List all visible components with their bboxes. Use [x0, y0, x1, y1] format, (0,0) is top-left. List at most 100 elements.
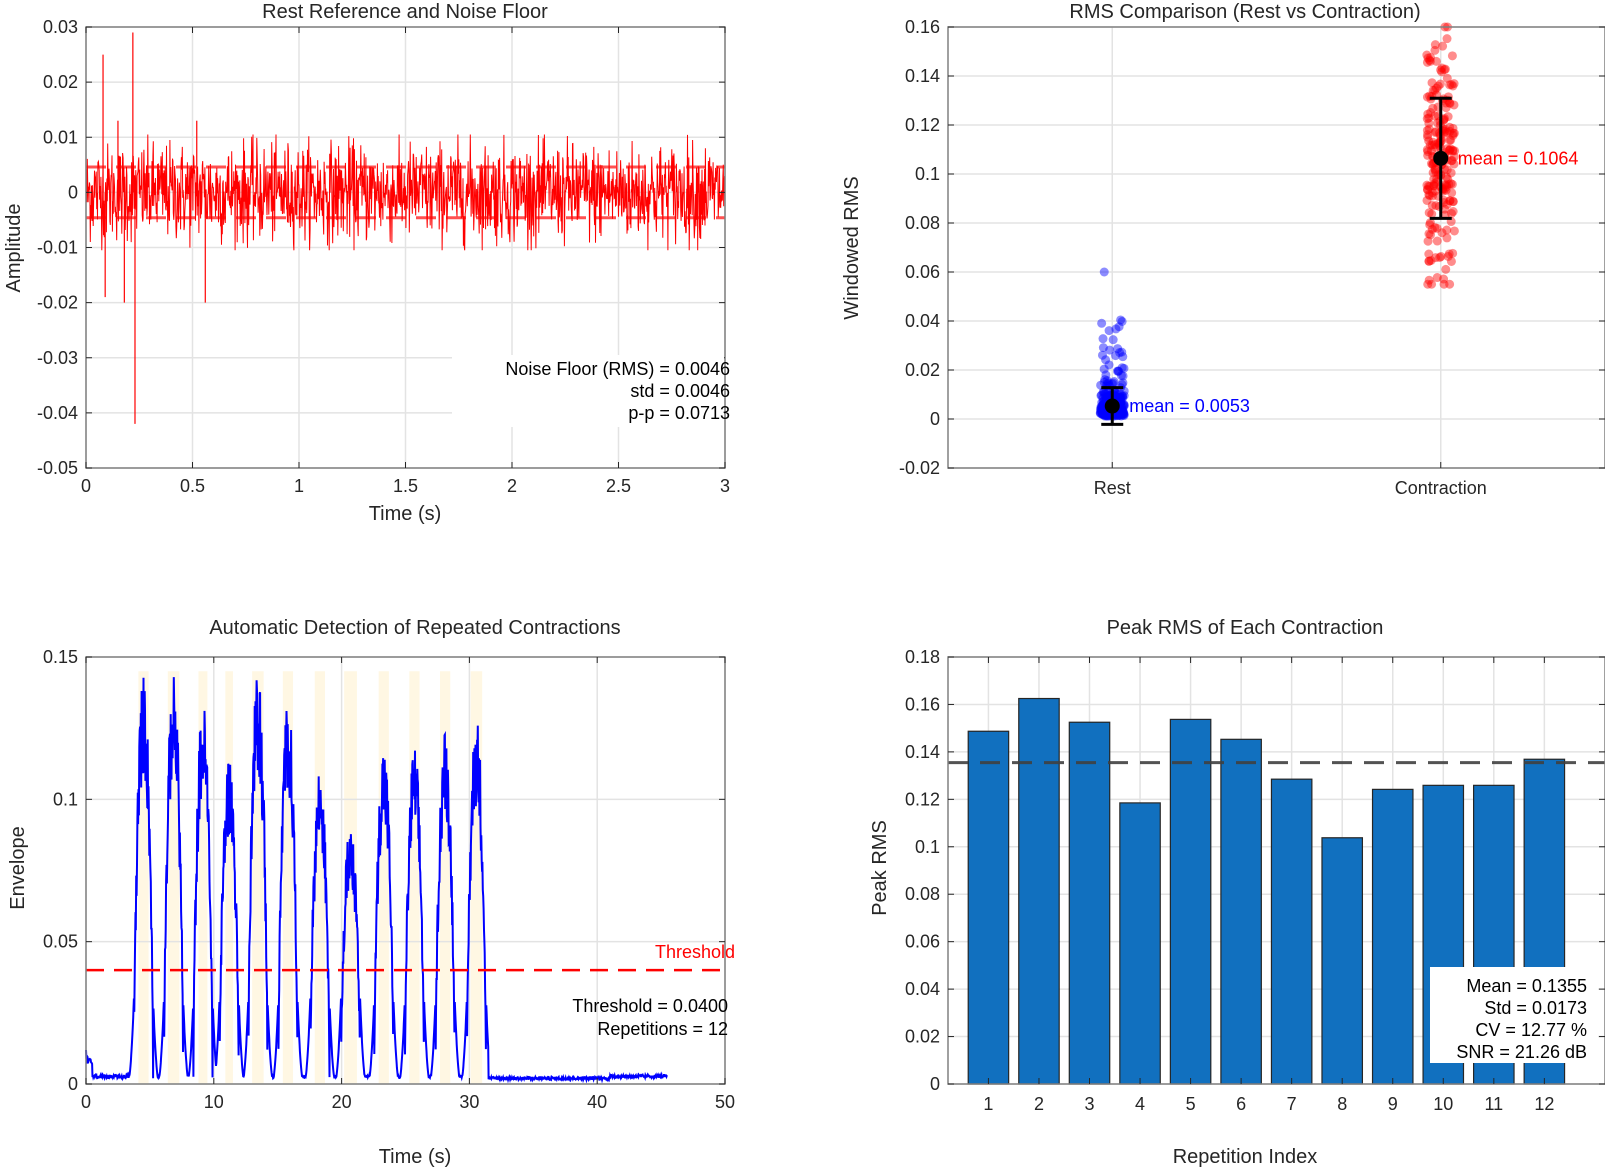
scatter-point-rest [1096, 402, 1106, 412]
scatter-point-rest [1101, 392, 1111, 402]
y-tick-label: -0.01 [37, 238, 78, 258]
scatter-point-rest [1097, 350, 1107, 360]
annotation-std: std = 0.0046 [630, 381, 730, 401]
x-tick-label: 3 [720, 476, 730, 496]
scatter-point-rest [1116, 411, 1126, 421]
stat-std: Std = 0.0173 [1484, 998, 1587, 1018]
scatter-point-contraction [1430, 45, 1440, 55]
bar-8 [1321, 837, 1364, 1085]
y-tick-label: -0.02 [899, 458, 940, 478]
scatter-point-contraction [1431, 83, 1441, 93]
scatter-point-rest [1096, 405, 1106, 415]
scatter-point-contraction [1430, 165, 1440, 175]
x-tick-label: 11 [1484, 1094, 1503, 1114]
scatter-point-rest [1115, 409, 1125, 419]
chart-title: Peak RMS of Each Contraction [1107, 617, 1384, 639]
mean-label-contraction: mean = 0.1064 [1458, 148, 1579, 168]
scatter-point-contraction [1426, 52, 1436, 62]
scatter-point-contraction [1433, 81, 1443, 91]
scatter-point-rest [1111, 389, 1121, 399]
scatter-point-rest [1097, 398, 1107, 408]
scatter-point-contraction [1431, 201, 1441, 211]
y-tick-label: 0.14 [905, 66, 940, 86]
scatter-point-contraction [1424, 275, 1434, 285]
scatter-point-rest [1118, 407, 1128, 417]
chart-title: Automatic Detection of Repeated Contract… [209, 617, 620, 639]
scatter-point-contraction [1447, 51, 1457, 61]
scatter-point-rest [1116, 408, 1126, 418]
scatter-point-contraction [1424, 256, 1434, 266]
x-tick-label: 1 [294, 476, 304, 496]
scatter-point-rest [1108, 335, 1118, 345]
scatter-point-contraction [1424, 249, 1434, 259]
scatter-point-rest [1099, 389, 1109, 399]
scatter-point-rest [1111, 351, 1121, 361]
x-tick-label: 4 [1135, 1094, 1145, 1114]
scatter-point-contraction [1442, 144, 1452, 154]
scatter-point-contraction [1435, 79, 1445, 89]
y-tick-label: 0.1 [915, 837, 940, 857]
scatter-point-contraction [1442, 73, 1452, 83]
mean-label-rest: mean = 0.0053 [1129, 396, 1250, 416]
x-tick-label: 1 [983, 1094, 993, 1114]
scatter-point-contraction [1423, 147, 1433, 157]
scatter-point-rest [1096, 404, 1106, 414]
scatter-point-contraction [1439, 279, 1449, 289]
scatter-point-rest [1118, 402, 1128, 412]
scatter-point-contraction [1437, 67, 1447, 77]
y-tick-label: 0 [68, 1074, 78, 1094]
scatter-point-rest [1119, 409, 1129, 419]
scatter-point-contraction [1448, 248, 1458, 258]
x-tick-label: 2 [507, 476, 517, 496]
scatter-point-contraction [1436, 252, 1446, 262]
x-tick-label: 12 [1534, 1094, 1554, 1114]
annotation-threshold: Threshold = 0.0400 [572, 996, 728, 1016]
scatter-point-rest [1098, 410, 1108, 420]
scatter-point-contraction [1426, 108, 1436, 118]
scatter-point-contraction [1432, 223, 1442, 233]
y-tick-label: -0.03 [37, 348, 78, 368]
scatter-point-contraction [1442, 233, 1452, 243]
scatter-point-contraction [1445, 80, 1455, 90]
detected-window [409, 671, 420, 1084]
scatter-point-contraction [1442, 127, 1452, 137]
bar-6 [1220, 738, 1262, 1085]
scatter-point-rest [1116, 393, 1126, 403]
scatter-point-rest [1098, 409, 1108, 419]
scatter-point-contraction [1446, 256, 1456, 266]
scatter-point-contraction [1442, 165, 1452, 175]
scatter-point-contraction [1445, 196, 1455, 206]
scatter-point-contraction [1449, 128, 1459, 138]
scatter-point-contraction [1440, 180, 1450, 190]
scatter-point-contraction [1449, 100, 1459, 110]
scatter-point-rest [1119, 409, 1129, 419]
scatter-point-contraction [1422, 57, 1432, 67]
scatter-point-contraction [1427, 200, 1437, 210]
scatter-point-contraction [1444, 179, 1454, 189]
scatter-point-rest [1113, 366, 1123, 376]
x-tick-label: 6 [1236, 1094, 1246, 1114]
scatter-point-contraction [1440, 64, 1450, 74]
bar-1 [967, 730, 1010, 1085]
y-tick-label: 0.18 [905, 647, 940, 667]
scatter-point-rest [1117, 407, 1127, 417]
scatter-point-contraction [1445, 279, 1455, 289]
scatter-point-contraction [1424, 190, 1434, 200]
scatter-point-contraction [1449, 226, 1459, 236]
scatter-point-contraction [1447, 155, 1457, 165]
scatter-point-contraction [1426, 146, 1436, 156]
detected-window [440, 671, 451, 1084]
scatter-point-contraction [1431, 127, 1441, 137]
scatter-point-rest [1102, 411, 1112, 421]
scatter-point-rest [1100, 375, 1110, 385]
scatter-point-contraction [1440, 126, 1450, 136]
scatter-point-rest [1097, 406, 1107, 416]
scatter-point-contraction [1432, 236, 1442, 246]
scatter-point-rest [1112, 366, 1122, 376]
scatter-point-contraction [1437, 63, 1447, 73]
scatter-point-rest [1101, 410, 1111, 420]
y-tick-label: 0.15 [43, 647, 78, 667]
annotation-p-p: p-p = 0.0713 [628, 403, 730, 423]
axis-ticks: 0.15 0.1 0.05 00 10 20 30 40 50 [43, 647, 735, 1112]
